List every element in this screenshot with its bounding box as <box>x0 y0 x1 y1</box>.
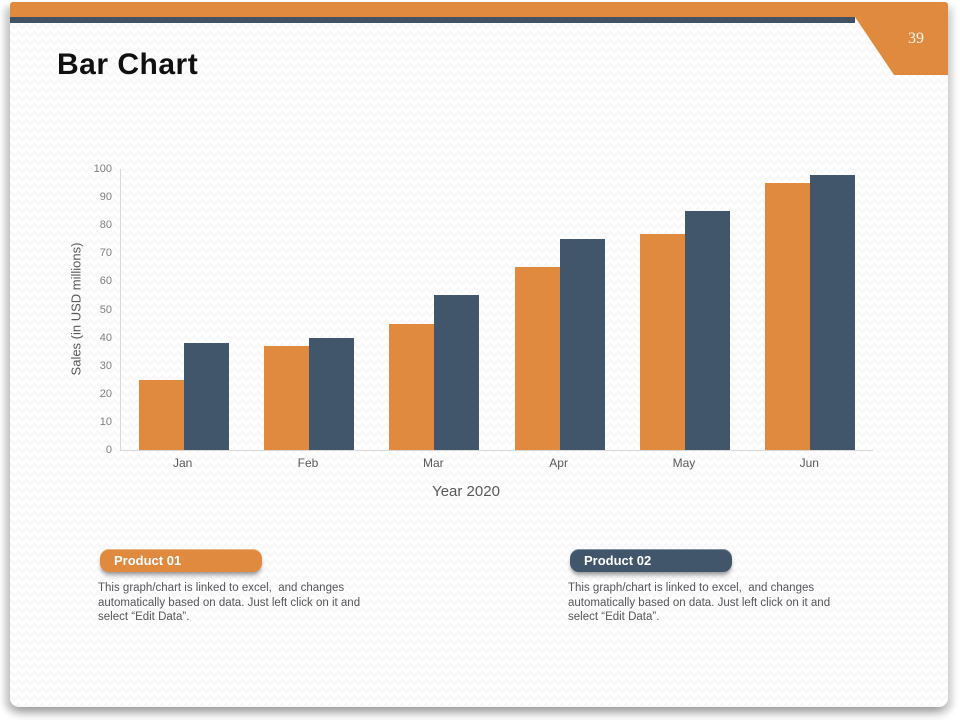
bar-group-feb <box>246 169 371 450</box>
slide: 39 Bar Chart Sales (in USD millions) 0 10… <box>10 2 948 707</box>
page-number-flag: 39 <box>855 17 948 75</box>
bar-product-01-jan[interactable] <box>138 379 184 450</box>
bar-group-apr <box>497 169 622 450</box>
bar-product-02-jan[interactable] <box>183 343 229 450</box>
bar-product-02-may[interactable] <box>684 211 730 450</box>
bar-product-01-apr[interactable] <box>514 267 560 450</box>
x-tick-label-jun: Jun <box>799 456 819 470</box>
description-line: This graph/chart is linked to excel, and… <box>98 582 345 594</box>
x-tick-label-apr: Apr <box>549 456 568 470</box>
slide-title: Bar Chart <box>57 48 199 81</box>
y-tick-label: 40 <box>99 331 112 344</box>
y-tick-label: 20 <box>99 387 112 400</box>
bar-product-02-jun[interactable] <box>810 174 856 450</box>
header-rule <box>10 17 855 23</box>
page-number: 39 <box>908 30 924 47</box>
description-line: select “Edit Data”. <box>98 611 190 623</box>
y-tick-label: 70 <box>99 247 112 260</box>
header-accent-bar <box>10 2 948 17</box>
y-tick-label: 30 <box>99 359 112 372</box>
y-tick-label: 100 <box>93 163 112 175</box>
y-tick-label: 50 <box>99 303 112 316</box>
y-tick-label: 0 <box>105 444 112 456</box>
product-02-description: This graph/chart is linked to excel, and… <box>568 581 878 625</box>
x-tick-label-jan: Jan <box>172 456 193 470</box>
description-line: automatically based on data. Just left c… <box>568 596 831 609</box>
bar-product-01-feb[interactable] <box>263 346 309 450</box>
y-axis-ticks: 0 10 20 30 40 50 60 70 80 90 100 <box>10 163 112 456</box>
x-tick-label-mar: Mar <box>422 456 444 470</box>
bar-group-may <box>622 169 747 450</box>
product-02-button[interactable]: Product 02 <box>570 549 732 578</box>
bar-product-02-apr[interactable] <box>559 239 605 450</box>
bar-group-jun <box>748 169 873 450</box>
y-tick-label: 10 <box>99 415 112 428</box>
y-tick-label: 80 <box>99 219 112 232</box>
product-01-description: This graph/chart is linked to excel, and… <box>98 581 408 625</box>
bar-group-jan <box>121 169 246 450</box>
bar-product-01-jun[interactable] <box>765 183 811 450</box>
x-axis-labels: Jan Feb Mar Apr May Jun <box>120 456 872 470</box>
product-01-button[interactable]: Product 01 <box>100 549 262 578</box>
bar-product-02-feb[interactable] <box>308 337 354 450</box>
x-tick-label-feb: Feb <box>297 456 319 470</box>
description-line: automatically based on data. Just left c… <box>98 596 361 609</box>
y-tick-label: 60 <box>99 275 112 288</box>
x-axis-title: Year 2020 <box>432 483 500 500</box>
bar-product-01-mar[interactable] <box>389 323 435 450</box>
bar-group-mar <box>372 169 497 450</box>
x-tick-label-may: May <box>672 456 696 470</box>
plot-area[interactable] <box>120 169 873 451</box>
bar-product-02-mar[interactable] <box>434 295 480 450</box>
bar-product-01-may[interactable] <box>639 233 685 450</box>
y-tick-label: 90 <box>99 191 112 204</box>
description-line: This graph/chart is linked to excel, and… <box>568 582 815 594</box>
description-line: select “Edit Data”. <box>568 611 660 623</box>
